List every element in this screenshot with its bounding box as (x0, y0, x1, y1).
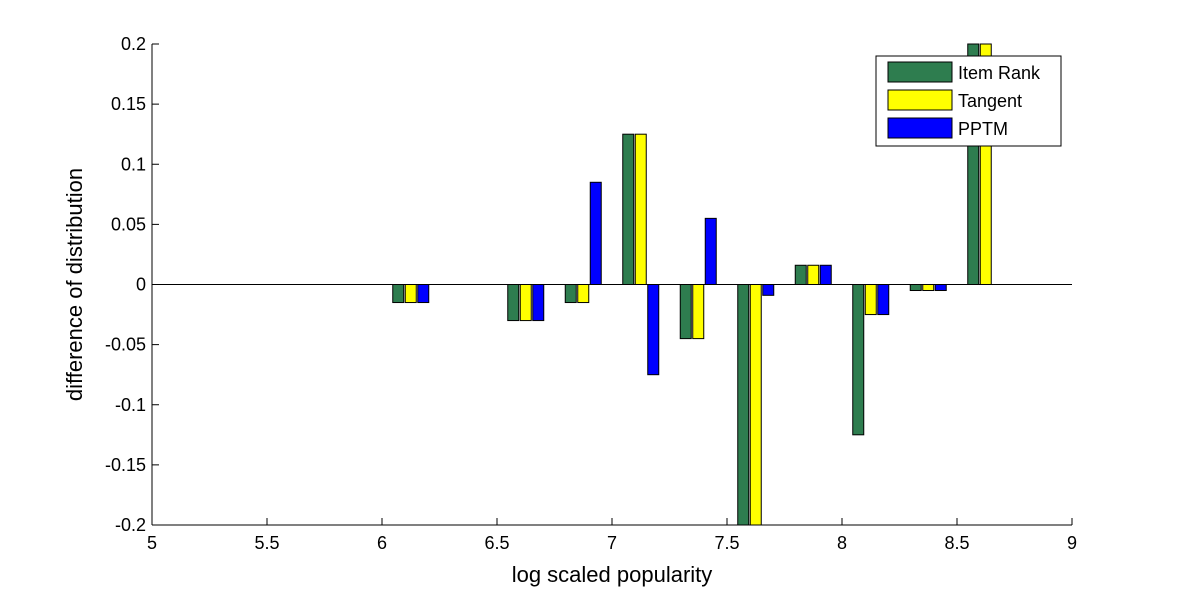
bar-pptm-6 (819, 264, 832, 286)
bar-item-rank-6 (794, 264, 807, 286)
bar-tangent-3 (634, 133, 647, 285)
legend-label: Item Rank (958, 63, 1041, 83)
x-tick-label: 7.5 (714, 533, 739, 553)
bar-pptm-5 (762, 284, 775, 296)
bars-group (392, 43, 992, 526)
legend-swatch (887, 117, 953, 139)
legend-label: PPTM (958, 119, 1008, 139)
bar-item-rank-7 (852, 284, 865, 436)
axes-group: 5 5.5 6 6.5 7 7.5 8 8.5 9 0.2 0.15 0.1 0.05 0 -0.05 -0.… (105, 34, 1077, 553)
bar-tangent-6 (807, 264, 820, 286)
x-tick-label: 9 (1067, 533, 1077, 553)
bar-item-rank-4 (679, 284, 692, 340)
bar-item-rank-0 (392, 284, 405, 304)
bar-pptm-3 (647, 284, 660, 376)
bar-tangent-5 (749, 284, 762, 526)
x-tick-label: 8 (837, 533, 847, 553)
x-tick-label: 5 (147, 533, 157, 553)
bar-item-rank-8 (909, 284, 922, 292)
y-tick-label: -0.2 (115, 515, 146, 535)
y-tick-label: 0.15 (111, 94, 146, 114)
x-axis-label: log scaled popularity (512, 562, 713, 587)
y-tick-label: 0 (136, 275, 146, 295)
bar-tangent-7 (864, 284, 877, 316)
bar-pptm-0 (417, 284, 430, 304)
x-tick-label: 5.5 (254, 533, 279, 553)
legend-swatch (887, 61, 953, 83)
y-tick-label: 0.2 (121, 34, 146, 54)
y-tick-label: 0.05 (111, 214, 146, 234)
bar-tangent-0 (404, 284, 417, 304)
y-tick-label: 0.1 (121, 154, 146, 174)
bar-item-rank-5 (737, 284, 750, 526)
bar-pptm-8 (934, 284, 947, 292)
bar-tangent-4 (692, 284, 705, 340)
x-tick-label: 6.5 (484, 533, 509, 553)
bar-tangent-1 (519, 284, 532, 322)
legend: Item Rank Tangent PPTM (875, 55, 1062, 147)
legend-swatch (887, 89, 953, 111)
bar-item-rank-2 (564, 284, 577, 304)
y-tick-label: -0.05 (105, 335, 146, 355)
bar-tangent-2 (577, 284, 590, 304)
bar-tangent-8 (922, 284, 935, 292)
legend-label: Tangent (958, 91, 1022, 111)
bar-item-rank-1 (507, 284, 520, 322)
bar-item-rank-3 (622, 133, 635, 285)
y-tick-label: -0.1 (115, 395, 146, 415)
y-axis-label: difference of distribution (62, 168, 87, 401)
x-tick-label: 6 (377, 533, 387, 553)
x-tick-label: 8.5 (944, 533, 969, 553)
x-tick-label: 7 (607, 533, 617, 553)
bar-pptm-7 (877, 284, 890, 316)
bar-pptm-2 (589, 181, 602, 285)
bar-pptm-1 (532, 284, 545, 322)
y-tick-label: -0.15 (105, 455, 146, 475)
bar-pptm-4 (704, 217, 717, 285)
